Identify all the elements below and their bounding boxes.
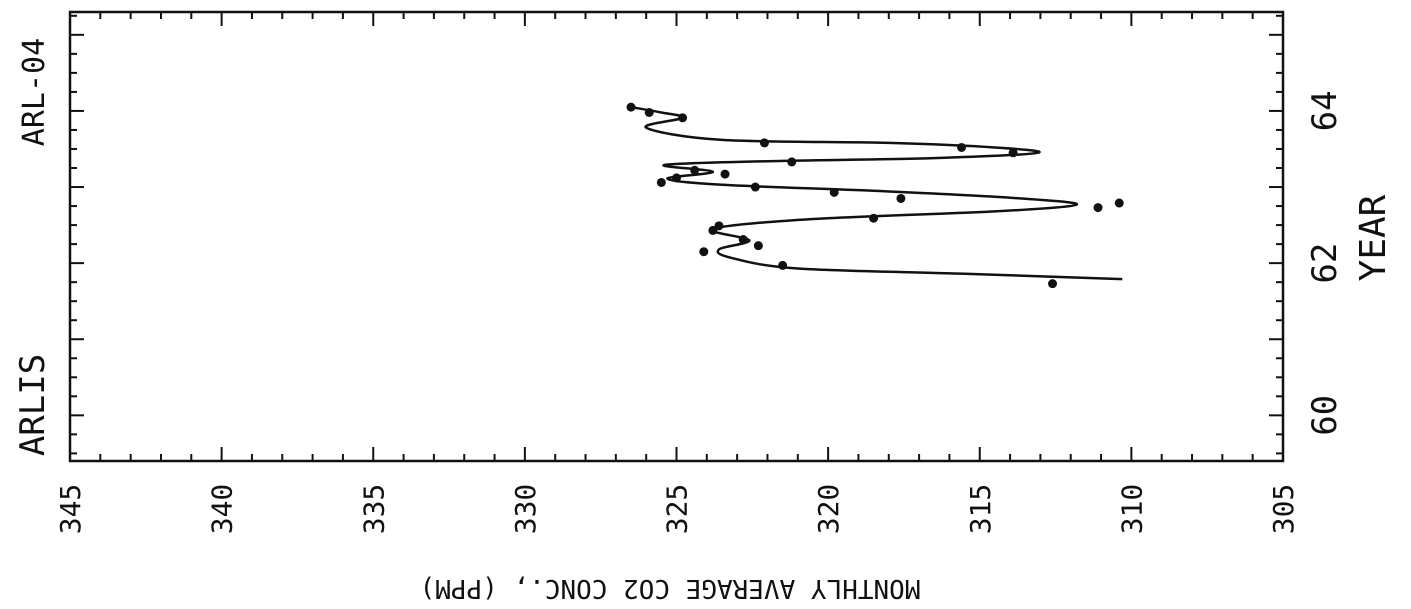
data-point: [720, 169, 730, 179]
x-tick-labels: 345 340 335 330 325 320 315 310 305: [54, 484, 1300, 535]
data-point: [1093, 203, 1103, 213]
data-point: [896, 193, 906, 203]
data-point: [690, 165, 700, 175]
y-axis-label: YEAR: [1353, 194, 1394, 281]
x-tick-label: 330: [509, 484, 542, 535]
tick-marks: [69, 12, 1284, 461]
y-tick-label: 64: [1305, 90, 1345, 131]
y-tick-label: 60: [1305, 395, 1345, 436]
data-point: [699, 247, 709, 257]
data-point: [1114, 198, 1124, 208]
data-point: [738, 235, 748, 245]
data-point: [787, 157, 797, 167]
data-point: [829, 187, 839, 197]
station-label-top: ARL-04: [17, 38, 52, 146]
data-point: [1008, 148, 1018, 158]
data-point: [678, 113, 688, 123]
x-tick-label: 340: [206, 484, 239, 535]
data-point: [759, 138, 769, 148]
data-point: [957, 142, 967, 152]
data-point: [753, 241, 763, 251]
fit-curve-layer: [630, 105, 1123, 281]
data-point: [750, 182, 760, 192]
data-point: [778, 260, 788, 270]
data-point: [644, 107, 654, 117]
x-tick-label: 320: [812, 484, 845, 535]
data-point: [708, 225, 718, 235]
x-tick-label: 335: [357, 484, 390, 535]
fit-curve: [630, 105, 1123, 281]
x-tick-label: 310: [1115, 484, 1148, 535]
plot-frame: [68, 10, 1285, 463]
x-tick-label: 315: [964, 484, 997, 535]
data-point: [869, 213, 879, 223]
x-axis-label: MONTHLY AVERAGE CO2 CONC., (PPM): [420, 573, 921, 603]
x-tick-label: 305: [1267, 484, 1300, 535]
x-tick-label: 345: [54, 484, 87, 535]
data-point: [656, 177, 666, 187]
x-tick-label: 325: [661, 484, 694, 535]
data-point: [1048, 279, 1058, 289]
y-tick-label: 62: [1305, 243, 1345, 284]
data-points-layer: [626, 102, 1124, 289]
y-tick-labels: 60 62 64: [1305, 90, 1345, 435]
station-label-bottom: ARLIS: [13, 354, 53, 456]
data-point: [672, 173, 681, 183]
data-point: [626, 102, 636, 112]
